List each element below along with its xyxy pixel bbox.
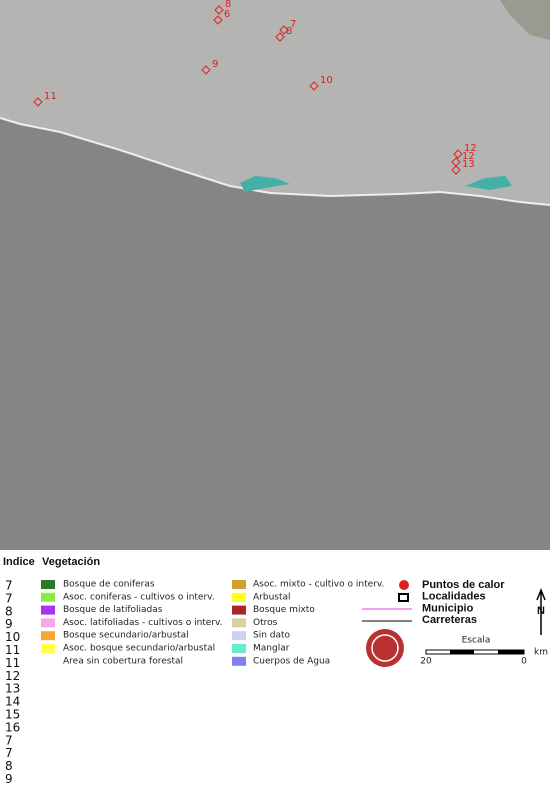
vegetation-swatch [41, 631, 55, 641]
lagoon [465, 176, 512, 190]
hotspot-marker [275, 32, 285, 42]
vegetation-label: Bosque de coniferas [63, 580, 155, 590]
index-value: 12 [5, 669, 20, 683]
vegetation-label: Arbustal [253, 592, 291, 602]
vegetation-swatch [232, 580, 246, 589]
vegetation-swatch [232, 592, 246, 602]
vegetation-swatch [41, 605, 55, 615]
vegetation-label: Asoc. latifoliadas - cultivos o interv. [63, 618, 223, 628]
vegetation-swatch [232, 618, 246, 628]
vegetation-label: Asoc. bosque secundario/arbustal [63, 644, 215, 654]
hotspot-marker [33, 97, 43, 107]
vegetation-label: Manglar [253, 644, 290, 654]
index-value: 15 [5, 708, 20, 722]
vegetation-label: Bosque de latifoliadas [63, 605, 163, 615]
scale-title: Escala [462, 636, 491, 646]
index-value: 9 [5, 772, 13, 786]
hotspot-marker [214, 5, 224, 15]
hotspot-label: 7 [290, 19, 296, 30]
locality-symbol [398, 593, 409, 602]
index-value: 8 [5, 604, 13, 618]
scale-right: 0 [521, 657, 527, 667]
hotspot-label: 13 [462, 159, 475, 170]
index-value: 10 [5, 630, 20, 644]
vegetation-swatch [41, 592, 55, 602]
index-title: Indice [3, 556, 35, 568]
index-value: 7 [5, 733, 13, 747]
hotspot-label: 10 [320, 75, 333, 86]
index-value: 11 [5, 656, 20, 670]
hotspot-marker [451, 165, 461, 175]
index-value: 7 [5, 746, 13, 760]
index-value: 8 [5, 759, 13, 773]
vegetation-label: Sin dato [253, 631, 291, 641]
hotspot-marker [201, 65, 211, 75]
scale-left: 20 [420, 657, 432, 667]
hotspot-label: 6 [224, 9, 230, 20]
index-value: 14 [5, 695, 20, 709]
vegetation-label: Cuerpos de Agua [253, 656, 330, 666]
vegetation-swatch [41, 618, 55, 628]
hotspot-label: 12 [464, 143, 477, 154]
index-value: 7 [5, 591, 13, 605]
coastline [0, 117, 550, 206]
north-arrow [536, 587, 546, 635]
symbol-label: Localidades [422, 591, 486, 603]
north-label: N [537, 605, 545, 617]
symbol-label: Puntos de calor [422, 579, 505, 591]
hotspot-label: 12 [462, 151, 475, 162]
vegetation-swatch [232, 656, 246, 666]
hotspot-label: 9 [212, 59, 218, 70]
vegetation-title: Vegetación [42, 556, 100, 568]
land [0, 0, 550, 205]
scale-unit: km [534, 648, 548, 658]
vegetation-label: Asoc. mixto - cultivo o interv. [253, 580, 384, 590]
symbol-label: Municipio [422, 602, 474, 614]
scale-bar-segment [498, 650, 524, 654]
vegetation-label: Otros [253, 618, 278, 628]
vegetation-label: Asoc. coniferas - cultivos o interv. [63, 592, 215, 602]
vegetation-swatch [232, 631, 246, 641]
hotspot-symbol [399, 580, 409, 590]
vegetation-label: Bosque mixto [253, 605, 315, 615]
hotspot-label: 8 [225, 0, 231, 10]
hotspot-label: 11 [44, 91, 57, 102]
hotspot-marker [279, 25, 289, 35]
lagoon [240, 176, 290, 192]
vegetation-swatch [41, 644, 55, 653]
relief [500, 0, 550, 40]
index-value: 16 [5, 720, 20, 734]
logo-detail [371, 634, 399, 662]
hotspot-label: 8 [286, 26, 292, 37]
hotspot-marker [453, 149, 463, 159]
hotspot-marker [213, 15, 223, 25]
hotspot-marker [309, 81, 319, 91]
symbol-label: Carreteras [422, 614, 477, 626]
vegetation-swatch [41, 580, 55, 589]
index-value: 11 [5, 643, 20, 657]
index-value: 7 [5, 579, 13, 593]
index-value: 9 [5, 617, 13, 631]
vegetation-swatch [232, 605, 246, 615]
vegetation-label: Bosque secundario/arbustal [63, 631, 189, 641]
index-value: 13 [5, 682, 20, 696]
scale-bar-segment [450, 650, 474, 654]
legend-panel [0, 550, 550, 800]
vegetation-label: Area sin cobertura forestal [63, 656, 183, 666]
vegetation-swatch [232, 644, 246, 653]
